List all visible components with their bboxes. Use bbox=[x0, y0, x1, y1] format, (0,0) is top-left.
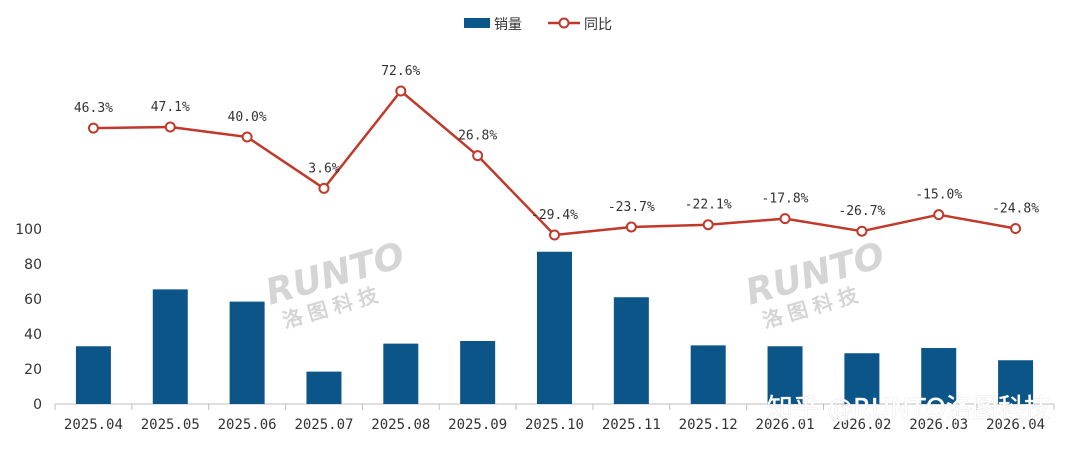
x-tick-label: 2025.04 bbox=[64, 417, 123, 433]
line-point bbox=[318, 182, 330, 194]
line-point bbox=[472, 150, 484, 162]
bar bbox=[690, 345, 726, 404]
y-tick-label: 100 bbox=[15, 222, 42, 238]
legend: 销量 同比 bbox=[464, 17, 612, 33]
credit-watermark: 知乎 @RUNTO洛图科技 bbox=[767, 394, 1050, 424]
x-tick-label: 2025.12 bbox=[679, 417, 738, 433]
line-data-label: 26.8% bbox=[458, 129, 497, 144]
y-tick-label: 80 bbox=[24, 257, 42, 273]
line-point bbox=[779, 213, 791, 225]
line-data-label: 47.1% bbox=[151, 100, 190, 115]
x-tick-label: 2026.03 bbox=[909, 417, 968, 433]
x-tick-label: 2026.01 bbox=[756, 417, 815, 433]
line-data-labels: 46.3% 47.1% 40.0% 3.6% 72.6% 26.8% -29.4% -23.7… bbox=[74, 64, 1039, 223]
line-point bbox=[395, 85, 407, 97]
x-tick-label: 2025.10 bbox=[525, 417, 584, 433]
x-tick-label: 2026.04 bbox=[986, 417, 1045, 433]
line-point bbox=[164, 121, 176, 133]
bar-series bbox=[75, 251, 1034, 404]
y-tick-label: 20 bbox=[24, 362, 42, 378]
line-data-label: 46.3% bbox=[74, 101, 113, 116]
line-point bbox=[549, 229, 560, 241]
line-point bbox=[933, 209, 945, 221]
y-tick-label: 40 bbox=[24, 327, 42, 343]
line-data-label: -26.7% bbox=[838, 204, 885, 219]
y-axis: 0 20 40 60 80 100 bbox=[15, 222, 42, 413]
bar bbox=[460, 341, 496, 404]
line-series bbox=[87, 85, 1022, 241]
bar bbox=[767, 346, 803, 404]
line-data-label: -23.7% bbox=[608, 200, 655, 215]
legend-label-bar: 销量 bbox=[494, 17, 522, 33]
bar bbox=[613, 297, 649, 404]
bar bbox=[75, 346, 111, 404]
legend-label-line: 同比 bbox=[584, 17, 612, 33]
bar bbox=[383, 343, 419, 404]
x-tick-label: 2025.09 bbox=[448, 417, 507, 433]
x-tick-label: 2025.08 bbox=[371, 417, 430, 433]
line-data-label: 72.6% bbox=[381, 64, 420, 79]
bar bbox=[998, 360, 1034, 404]
bar bbox=[537, 251, 572, 404]
line-point bbox=[625, 221, 637, 233]
line-data-label: 3.6% bbox=[308, 161, 339, 176]
bar bbox=[306, 371, 342, 404]
watermark-left: RUNTO 洛图科技 bbox=[261, 235, 409, 333]
y-tick-label: 60 bbox=[24, 292, 42, 308]
line-point bbox=[241, 131, 253, 143]
line-data-label: -22.1% bbox=[685, 198, 732, 213]
x-tick-label: 2025.06 bbox=[218, 417, 277, 433]
line-data-label: -24.8% bbox=[992, 202, 1039, 217]
bar bbox=[844, 353, 880, 404]
line-data-label: -17.8% bbox=[762, 192, 809, 207]
x-tick-label: 2026.02 bbox=[832, 417, 891, 433]
x-tick-label: 2025.07 bbox=[294, 417, 353, 433]
legend-swatch-bar bbox=[464, 18, 490, 28]
line-point bbox=[87, 122, 99, 134]
line-point bbox=[856, 225, 868, 237]
bar bbox=[229, 301, 265, 404]
line-data-label: 40.0% bbox=[228, 110, 267, 125]
x-tick-label: 2025.05 bbox=[141, 417, 200, 433]
x-axis: 2025.04 2025.05 2025.06 2025.07 2025.08 2025.… bbox=[54, 404, 1055, 433]
legend-swatch-marker bbox=[558, 17, 570, 29]
line-data-label: -15.0% bbox=[915, 188, 962, 203]
x-tick-label: 2025.11 bbox=[602, 417, 661, 433]
bar bbox=[921, 348, 957, 404]
line-data-label: -29.4% bbox=[531, 208, 578, 223]
bar bbox=[152, 289, 188, 404]
y-tick-label: 0 bbox=[33, 397, 42, 413]
line-point bbox=[702, 219, 714, 231]
line-point bbox=[1010, 223, 1022, 235]
watermark-right: RUNTO 洛图科技 bbox=[741, 235, 889, 333]
